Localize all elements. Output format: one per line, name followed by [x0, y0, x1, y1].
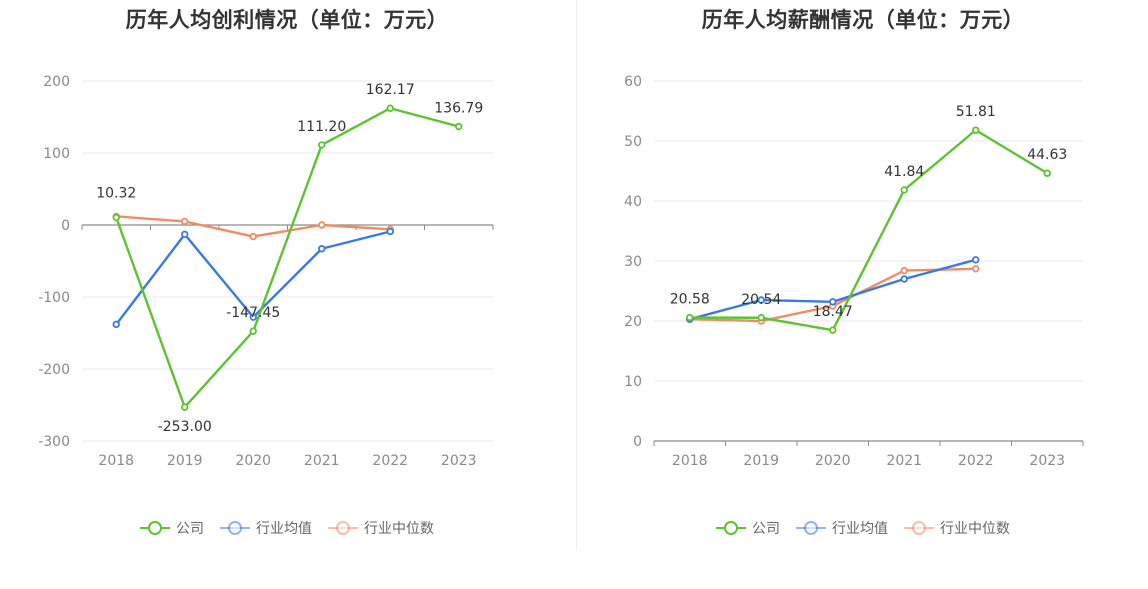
salary-x-tick-label: 2021: [886, 453, 922, 469]
salary-x-tick-label: 2022: [958, 453, 994, 469]
salary-industry-mean-point: [972, 256, 980, 264]
legend-line-circle-icon: [796, 521, 826, 535]
salary-industry-mean-point: [757, 296, 765, 304]
salary-chart-svg: 60 50 40 30 20 10 0 2018 2019 2020 2021 2022 2023 20.…: [624, 74, 1084, 469]
salary-company-data-label: 20.54: [741, 292, 781, 308]
salary-y-tick-label: 30: [624, 254, 642, 270]
legend-line-circle-icon: [716, 521, 746, 535]
profit-y-tick-label: 0: [61, 218, 70, 234]
legend-label: 行业均值: [832, 521, 888, 537]
salary-chart-panel: 60 50 40 30 20 10 0 2018 2019 2020 2021 2022 2023 20.…: [578, 0, 1148, 589]
legend-label: 行业中位数: [940, 521, 1010, 537]
profit-x-tick-label: 2022: [372, 453, 408, 469]
legend-line-circle-icon: [220, 521, 250, 535]
salary-company-data-label: 18.47: [813, 304, 853, 320]
profit-company-data-label: 136.79: [434, 101, 483, 117]
salary-y-tick-label: 60: [624, 74, 642, 90]
profit-company-point: [181, 403, 189, 411]
profit-company-point: [386, 104, 394, 112]
legend-line-circle-icon: [328, 521, 358, 535]
profit-industry-median-point: [318, 221, 326, 229]
profit-industry-mean-point: [386, 227, 394, 236]
profit-company-data-label: 10.32: [96, 186, 136, 202]
panel-divider: [576, 0, 577, 550]
salary-y-tick-label: 0: [633, 434, 642, 450]
profit-y-tick-label: -300: [38, 434, 70, 450]
profit-x-tick-label: 2021: [304, 453, 340, 469]
profit-x-tick-label: 2023: [441, 453, 477, 469]
salary-y-tick-label: 40: [624, 194, 642, 210]
salary-chart-title: 历年人均薪酬情况（单位：万元）: [701, 8, 1025, 32]
salary-company-point: [829, 326, 837, 334]
profit-company-point: [318, 141, 326, 149]
profit-company-data-label: -147.45: [226, 305, 280, 321]
profit-company-data-label: -253.00: [158, 419, 212, 435]
legend-label: 行业中位数: [364, 521, 434, 537]
salary-company-point: [686, 313, 694, 322]
profit-chart-svg: 200 100 0 -100 -200 -300 2018 2019 2020 2021 2022 2…: [38, 74, 494, 469]
profit-industry-mean-point: [318, 245, 326, 253]
salary-industry-median-point: [972, 265, 980, 273]
profit-industry-median-point: [181, 217, 189, 226]
salary-x-tick-label: 2023: [1029, 453, 1065, 469]
salary-y-tick-label: 50: [624, 134, 642, 150]
salary-industry-mean-point: [829, 298, 837, 306]
salary-x-tick-label: 2019: [743, 453, 779, 469]
salary-company-point: [900, 186, 908, 194]
salary-y-tick-label: 20: [624, 314, 642, 330]
profit-chart-legend: 公司 行业均值 行业中位数: [0, 518, 574, 538]
profit-y-tick-label: -200: [38, 362, 70, 378]
profit-x-tick-label: 2020: [235, 453, 271, 469]
legend-item-industry-median[interactable]: 行业中位数: [328, 518, 434, 538]
profit-y-tick-label: 100: [43, 146, 70, 162]
profit-company-point: [455, 122, 463, 131]
salary-y-tick-label: 10: [624, 374, 642, 390]
profit-company-line: [115, 107, 460, 409]
legend-item-industry-mean[interactable]: 行业均值: [796, 518, 888, 538]
salary-company-line: [689, 128, 1048, 332]
salary-industry-mean-point: [900, 275, 908, 283]
profit-company-point: [112, 213, 120, 222]
profit-industry-mean-point: [181, 230, 189, 239]
profit-company-point: [249, 327, 257, 335]
salary-company-data-label: 44.63: [1027, 147, 1067, 163]
salary-company-data-label: 51.81: [956, 104, 996, 120]
salary-chart-legend: 公司 行业均值 行业中位数: [578, 518, 1148, 538]
profit-industry-mean-point: [249, 313, 257, 321]
salary-company-point: [1043, 169, 1051, 177]
profit-x-tick-label: 2019: [167, 453, 203, 469]
legend-line-circle-icon: [140, 521, 170, 535]
profit-x-tick-label: 2018: [98, 453, 134, 469]
profit-y-tick-label: -100: [38, 290, 70, 306]
salary-x-tick-label: 2020: [815, 453, 851, 469]
salary-company-point: [972, 126, 980, 134]
salary-company-data-label: 20.58: [670, 292, 710, 308]
profit-y-tick-label: 200: [43, 74, 70, 90]
profit-company-data-label: 162.17: [366, 82, 415, 98]
legend-label: 公司: [176, 521, 204, 537]
legend-label: 公司: [752, 521, 780, 537]
salary-industry-median-point: [900, 266, 908, 275]
legend-label: 行业均值: [256, 521, 312, 537]
salary-company-data-label: 41.84: [884, 164, 924, 180]
legend-item-company[interactable]: 公司: [140, 518, 204, 538]
profit-company-data-label: 111.20: [297, 119, 346, 135]
legend-item-company[interactable]: 公司: [716, 518, 780, 538]
salary-company-point: [757, 314, 765, 322]
legend-item-industry-median[interactable]: 行业中位数: [904, 518, 1010, 538]
profit-chart-title: 历年人均创利情况（单位：万元）: [125, 8, 449, 32]
legend-item-industry-mean[interactable]: 行业均值: [220, 518, 312, 538]
salary-x-tick-label: 2018: [672, 453, 708, 469]
profit-industry-mean-point: [112, 320, 120, 329]
profit-chart-panel: 200 100 0 -100 -200 -300 2018 2019 2020 2021 2022 2…: [0, 8, 574, 538]
legend-line-circle-icon: [904, 521, 934, 535]
profit-industry-median-point: [249, 232, 257, 241]
